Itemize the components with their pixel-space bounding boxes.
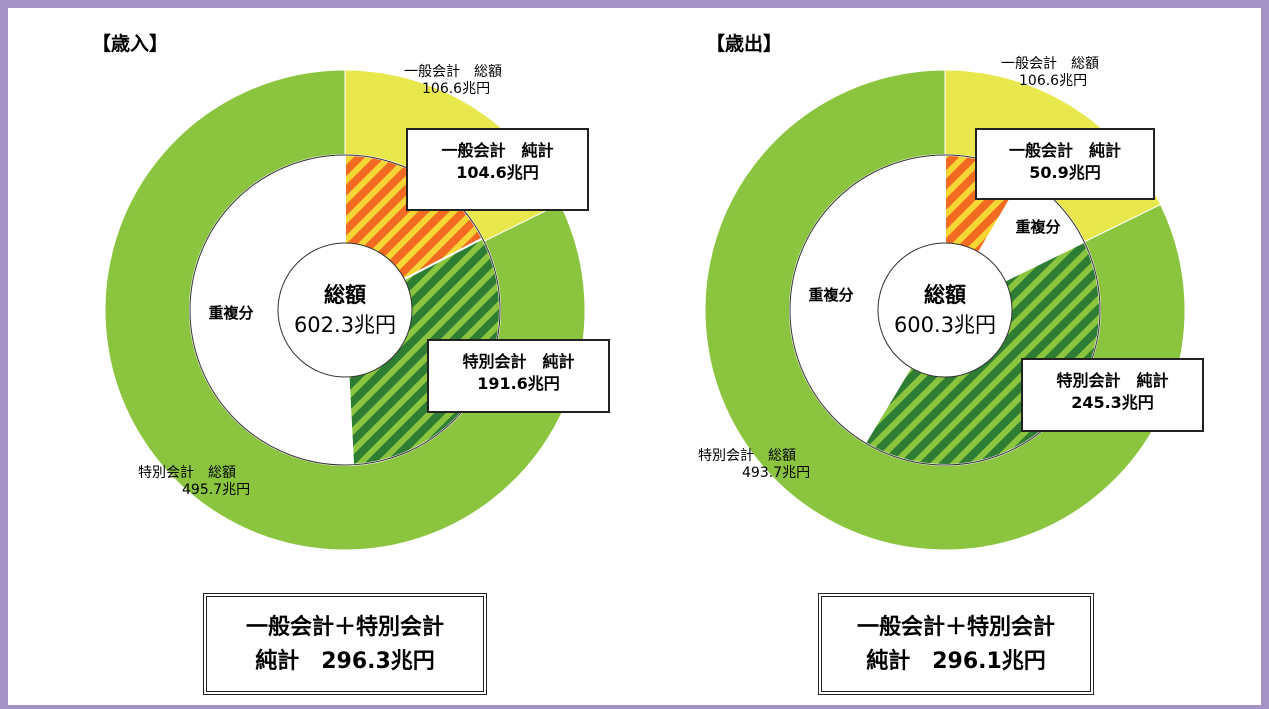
net-label-name-0-1: 特別会計 純計 xyxy=(462,352,574,371)
page-frame: 総額 602.3兆円 【歳入】 一般会計 総額 106.6兆円 特別会計 総額 495.7兆… xyxy=(8,8,1261,705)
net-label-value-1-2: 245.3兆円 xyxy=(1071,393,1154,412)
net-label-name-1-0: 一般会計 純計 xyxy=(1009,141,1121,160)
net-label-box-1-2 xyxy=(1021,358,1204,432)
net-label-box-0-1 xyxy=(427,339,610,413)
net-label-name-1-2: 特別会計 純計 xyxy=(1056,371,1168,390)
net-label-value-0-0: 104.6兆円 xyxy=(456,163,539,182)
net-label-box-0-0 xyxy=(406,128,589,211)
center-value-1: 600.3兆円 xyxy=(894,313,996,337)
center-hole-0 xyxy=(277,242,413,378)
outer-label-name-1-1: 特別会計 総額 xyxy=(698,448,796,464)
outer-label-name-1-0: 一般会計 総額 xyxy=(1001,56,1099,72)
expenditure-summary-line2: 純計 296.1兆円 xyxy=(866,649,1046,674)
overlap-label-1-3: 重複分 xyxy=(808,286,853,304)
revenue-summary-line1: 一般会計＋特別会計 xyxy=(245,615,444,640)
outer-label-value-0-1: 495.7兆円 xyxy=(182,482,250,498)
expenditure-summary-line1: 一般会計＋特別会計 xyxy=(856,615,1055,640)
outer-label-value-0-0: 106.6兆円 xyxy=(422,81,490,97)
revenue-summary-box: 一般会計＋特別会計 純計 296.3兆円 xyxy=(203,593,487,695)
net-label-value-0-1: 191.6兆円 xyxy=(477,374,560,393)
chart-title-1: 【歳出】 xyxy=(706,32,782,55)
net-label-box-1-0 xyxy=(975,128,1155,200)
inner-ring-edge-1 xyxy=(789,154,1101,466)
revenue-summary-line2: 純計 296.3兆円 xyxy=(255,649,435,674)
overlap-label-1-1: 重複分 xyxy=(1015,218,1060,236)
outer-label-value-1-0: 106.6兆円 xyxy=(1019,73,1087,89)
outer-label-value-1-1: 493.7兆円 xyxy=(742,465,810,481)
overlap-label-0-2: 重複分 xyxy=(208,304,253,322)
center-hole-1 xyxy=(877,242,1013,378)
center-value-0: 602.3兆円 xyxy=(294,313,396,337)
center-label-0: 総額 xyxy=(324,283,366,307)
center-label-1: 総額 xyxy=(924,283,966,307)
expenditure-summary-box: 一般会計＋特別会計 純計 296.1兆円 xyxy=(818,593,1094,695)
outer-label-name-0-1: 特別会計 総額 xyxy=(138,465,236,481)
chart-title-0: 【歳入】 xyxy=(92,32,168,55)
net-label-value-1-0: 50.9兆円 xyxy=(1029,163,1100,182)
outer-label-name-0-0: 一般会計 総額 xyxy=(404,64,502,80)
inner-ring-edge-0 xyxy=(189,154,501,466)
net-label-name-0-0: 一般会計 純計 xyxy=(441,141,553,160)
